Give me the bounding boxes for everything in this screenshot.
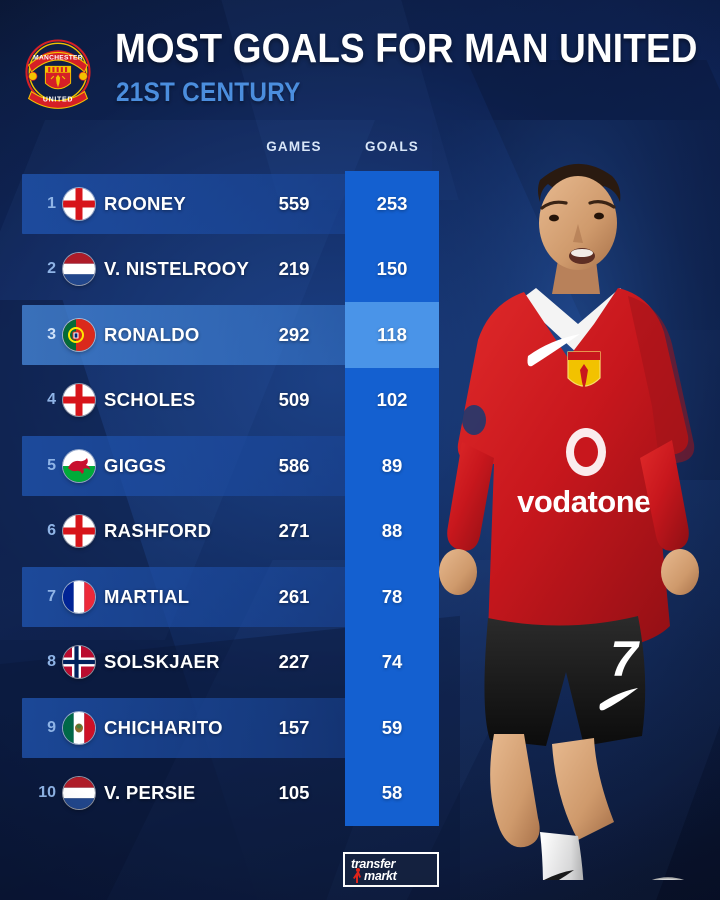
- svg-text:vodatone: vodatone: [517, 484, 651, 519]
- transfermarkt-figure-icon: [353, 868, 361, 883]
- rank-number: 1: [47, 194, 56, 212]
- mexico-flag-icon: [63, 711, 95, 744]
- svg-text:MANCHESTER: MANCHESTER: [33, 54, 83, 61]
- games-value: 586: [278, 454, 310, 476]
- stats-table: GAMES GOALS 1 ROONEY 559 253 2 V. NISTELROOY 2…: [0, 135, 448, 826]
- rank-number: 4: [47, 391, 56, 409]
- page-title: MOST GOALS FOR MAN UNITED: [115, 25, 698, 71]
- svg-text:7: 7: [610, 631, 640, 687]
- cristiano-ronaldo-photo: vodatone 7: [432, 120, 720, 900]
- player-name: MARTIAL: [104, 585, 190, 607]
- england-flag-icon: [63, 187, 95, 220]
- games-value: 219: [278, 258, 310, 280]
- goals-value: 150: [376, 258, 408, 280]
- rank-number: 3: [47, 325, 56, 343]
- goals-value: 59: [381, 716, 403, 738]
- portugal-flag-icon: [63, 318, 95, 351]
- games-value: 559: [278, 192, 310, 214]
- table-row[interactable]: 1 ROONEY 559 253: [0, 171, 448, 237]
- games-value: 261: [278, 585, 310, 607]
- games-value: 509: [278, 389, 310, 411]
- rank-number: 7: [47, 587, 56, 605]
- goals-value: 118: [377, 323, 407, 345]
- rank-number: 2: [47, 260, 56, 278]
- wales-flag-icon: [63, 449, 95, 482]
- column-header-goals: GOALS: [364, 139, 419, 154]
- table-row[interactable]: 6 RASHFORD 271 88: [0, 498, 448, 564]
- player-name: SCHOLES: [104, 389, 196, 411]
- table-row[interactable]: 8 SOLSKJAER 227 74: [0, 629, 448, 695]
- games-value: 227: [278, 651, 310, 673]
- table-row[interactable]: 5 GIGGS 586 89: [0, 433, 448, 499]
- player-name: V. PERSIE: [104, 782, 196, 804]
- goals-value: 89: [381, 454, 403, 476]
- column-header-games: GAMES: [266, 139, 322, 154]
- player-name: ROONEY: [104, 192, 186, 214]
- page-subtitle: 21ST CENTURY: [116, 77, 301, 107]
- player-name: V. NISTELROOY: [104, 258, 250, 280]
- table-row[interactable]: 2 V. NISTELROOY 219 150: [0, 236, 448, 302]
- rank-number: 9: [47, 718, 56, 736]
- goals-value: 253: [376, 192, 408, 214]
- goals-value: 88: [381, 520, 403, 542]
- england-flag-icon: [63, 515, 95, 548]
- table-row[interactable]: 9 CHICHARITO 157 59: [0, 695, 448, 761]
- manchester-united-crest-icon: MANCHESTER UNITED: [23, 27, 93, 117]
- netherlands-flag-icon: [63, 253, 95, 286]
- rank-number: 8: [47, 653, 56, 671]
- table-row[interactable]: 4 SCHOLES 509 102: [0, 367, 448, 433]
- table-row[interactable]: 10 V. PERSIE 105 58: [0, 760, 448, 826]
- goals-value: 74: [381, 651, 403, 673]
- norway-flag-icon: [63, 646, 95, 679]
- table-body: 1 ROONEY 559 253 2 V. NISTELROOY 219 150 3 RONALD…: [0, 171, 448, 826]
- goals-value: 78: [381, 585, 403, 607]
- goals-value: 58: [381, 782, 403, 804]
- rank-number: 6: [47, 522, 56, 540]
- rank-number: 5: [47, 456, 56, 474]
- player-name: CHICHARITO: [104, 716, 223, 738]
- svg-text:UNITED: UNITED: [43, 96, 73, 103]
- games-value: 292: [278, 323, 310, 345]
- games-value: 105: [278, 782, 310, 804]
- player-name: RASHFORD: [104, 520, 212, 542]
- games-value: 157: [278, 716, 310, 738]
- table-row[interactable]: 3 RONALDO 292 118: [0, 302, 448, 368]
- games-value: 271: [278, 520, 310, 542]
- table-column-headers: GAMES GOALS: [0, 135, 448, 171]
- player-name: GIGGS: [104, 454, 167, 476]
- player-name: RONALDO: [104, 323, 200, 345]
- netherlands-flag-icon: [63, 777, 95, 810]
- rank-number: 10: [38, 784, 56, 802]
- table-row[interactable]: 7 MARTIAL 261 78: [0, 564, 448, 630]
- goals-value: 102: [376, 389, 408, 411]
- england-flag-icon: [63, 384, 95, 417]
- player-name: SOLSKJAER: [104, 651, 220, 673]
- france-flag-icon: [63, 580, 95, 613]
- transfermarkt-logo[interactable]: transfer markt: [343, 852, 439, 887]
